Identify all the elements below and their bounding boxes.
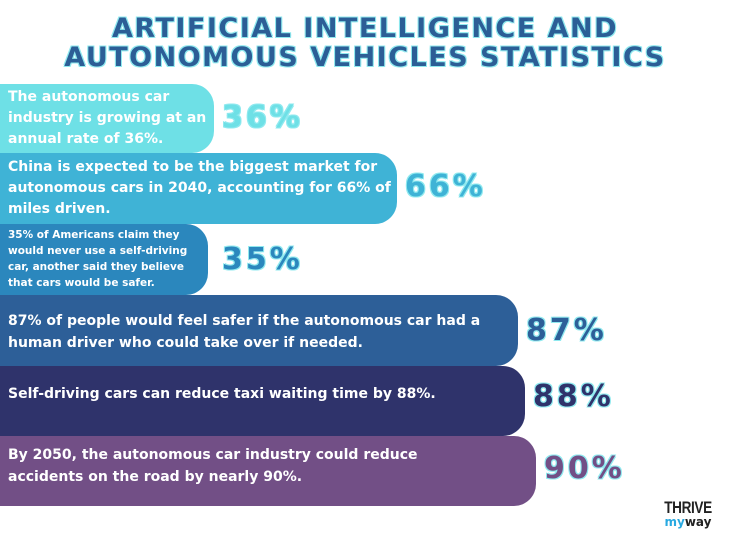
stat-value-88: 88% [533,379,614,414]
thrive-my-way-logo: THRIVE myway [657,499,719,529]
stat-value-66: 66% [405,169,486,204]
title-line-1: ARTIFICIAL INTELLIGENCE AND [111,13,618,44]
stat-bar-66: China is expected to be the biggest mark… [0,153,397,224]
stat-text: 87% of people would feel safer if the au… [8,313,481,351]
stat-bar-35: 35% of Americans claim they would never … [0,224,208,295]
logo-thrive: THRIVE [664,498,712,517]
stat-bar-88: Self-driving cars can reduce taxi waitin… [0,366,525,436]
stat-value-90: 90% [544,451,625,486]
logo-way: way [684,515,712,529]
stat-text: By 2050, the autonomous car industry cou… [8,447,418,485]
stat-text: The autonomous car industry is growing a… [8,89,207,147]
logo-my: my [664,515,685,529]
stat-value-87: 87% [526,313,607,348]
stat-text: 35% of Americans claim they would never … [8,229,188,289]
logo-myway: myway [657,516,719,529]
stat-bar-90: By 2050, the autonomous car industry cou… [0,436,536,506]
stat-value-35: 35% [222,242,303,277]
stat-text: Self-driving cars can reduce taxi waitin… [8,386,436,402]
stat-text: China is expected to be the biggest mark… [8,159,391,217]
stat-value-36: 36% [222,100,303,135]
infographic-title: ARTIFICIAL INTELLIGENCE AND AUTONOMOUS V… [0,14,730,72]
title-line-2: AUTONOMOUS VEHICLES STATISTICS [64,42,666,73]
stat-bar-87: 87% of people would feel safer if the au… [0,295,518,366]
stat-bar-36: The autonomous car industry is growing a… [0,84,214,153]
